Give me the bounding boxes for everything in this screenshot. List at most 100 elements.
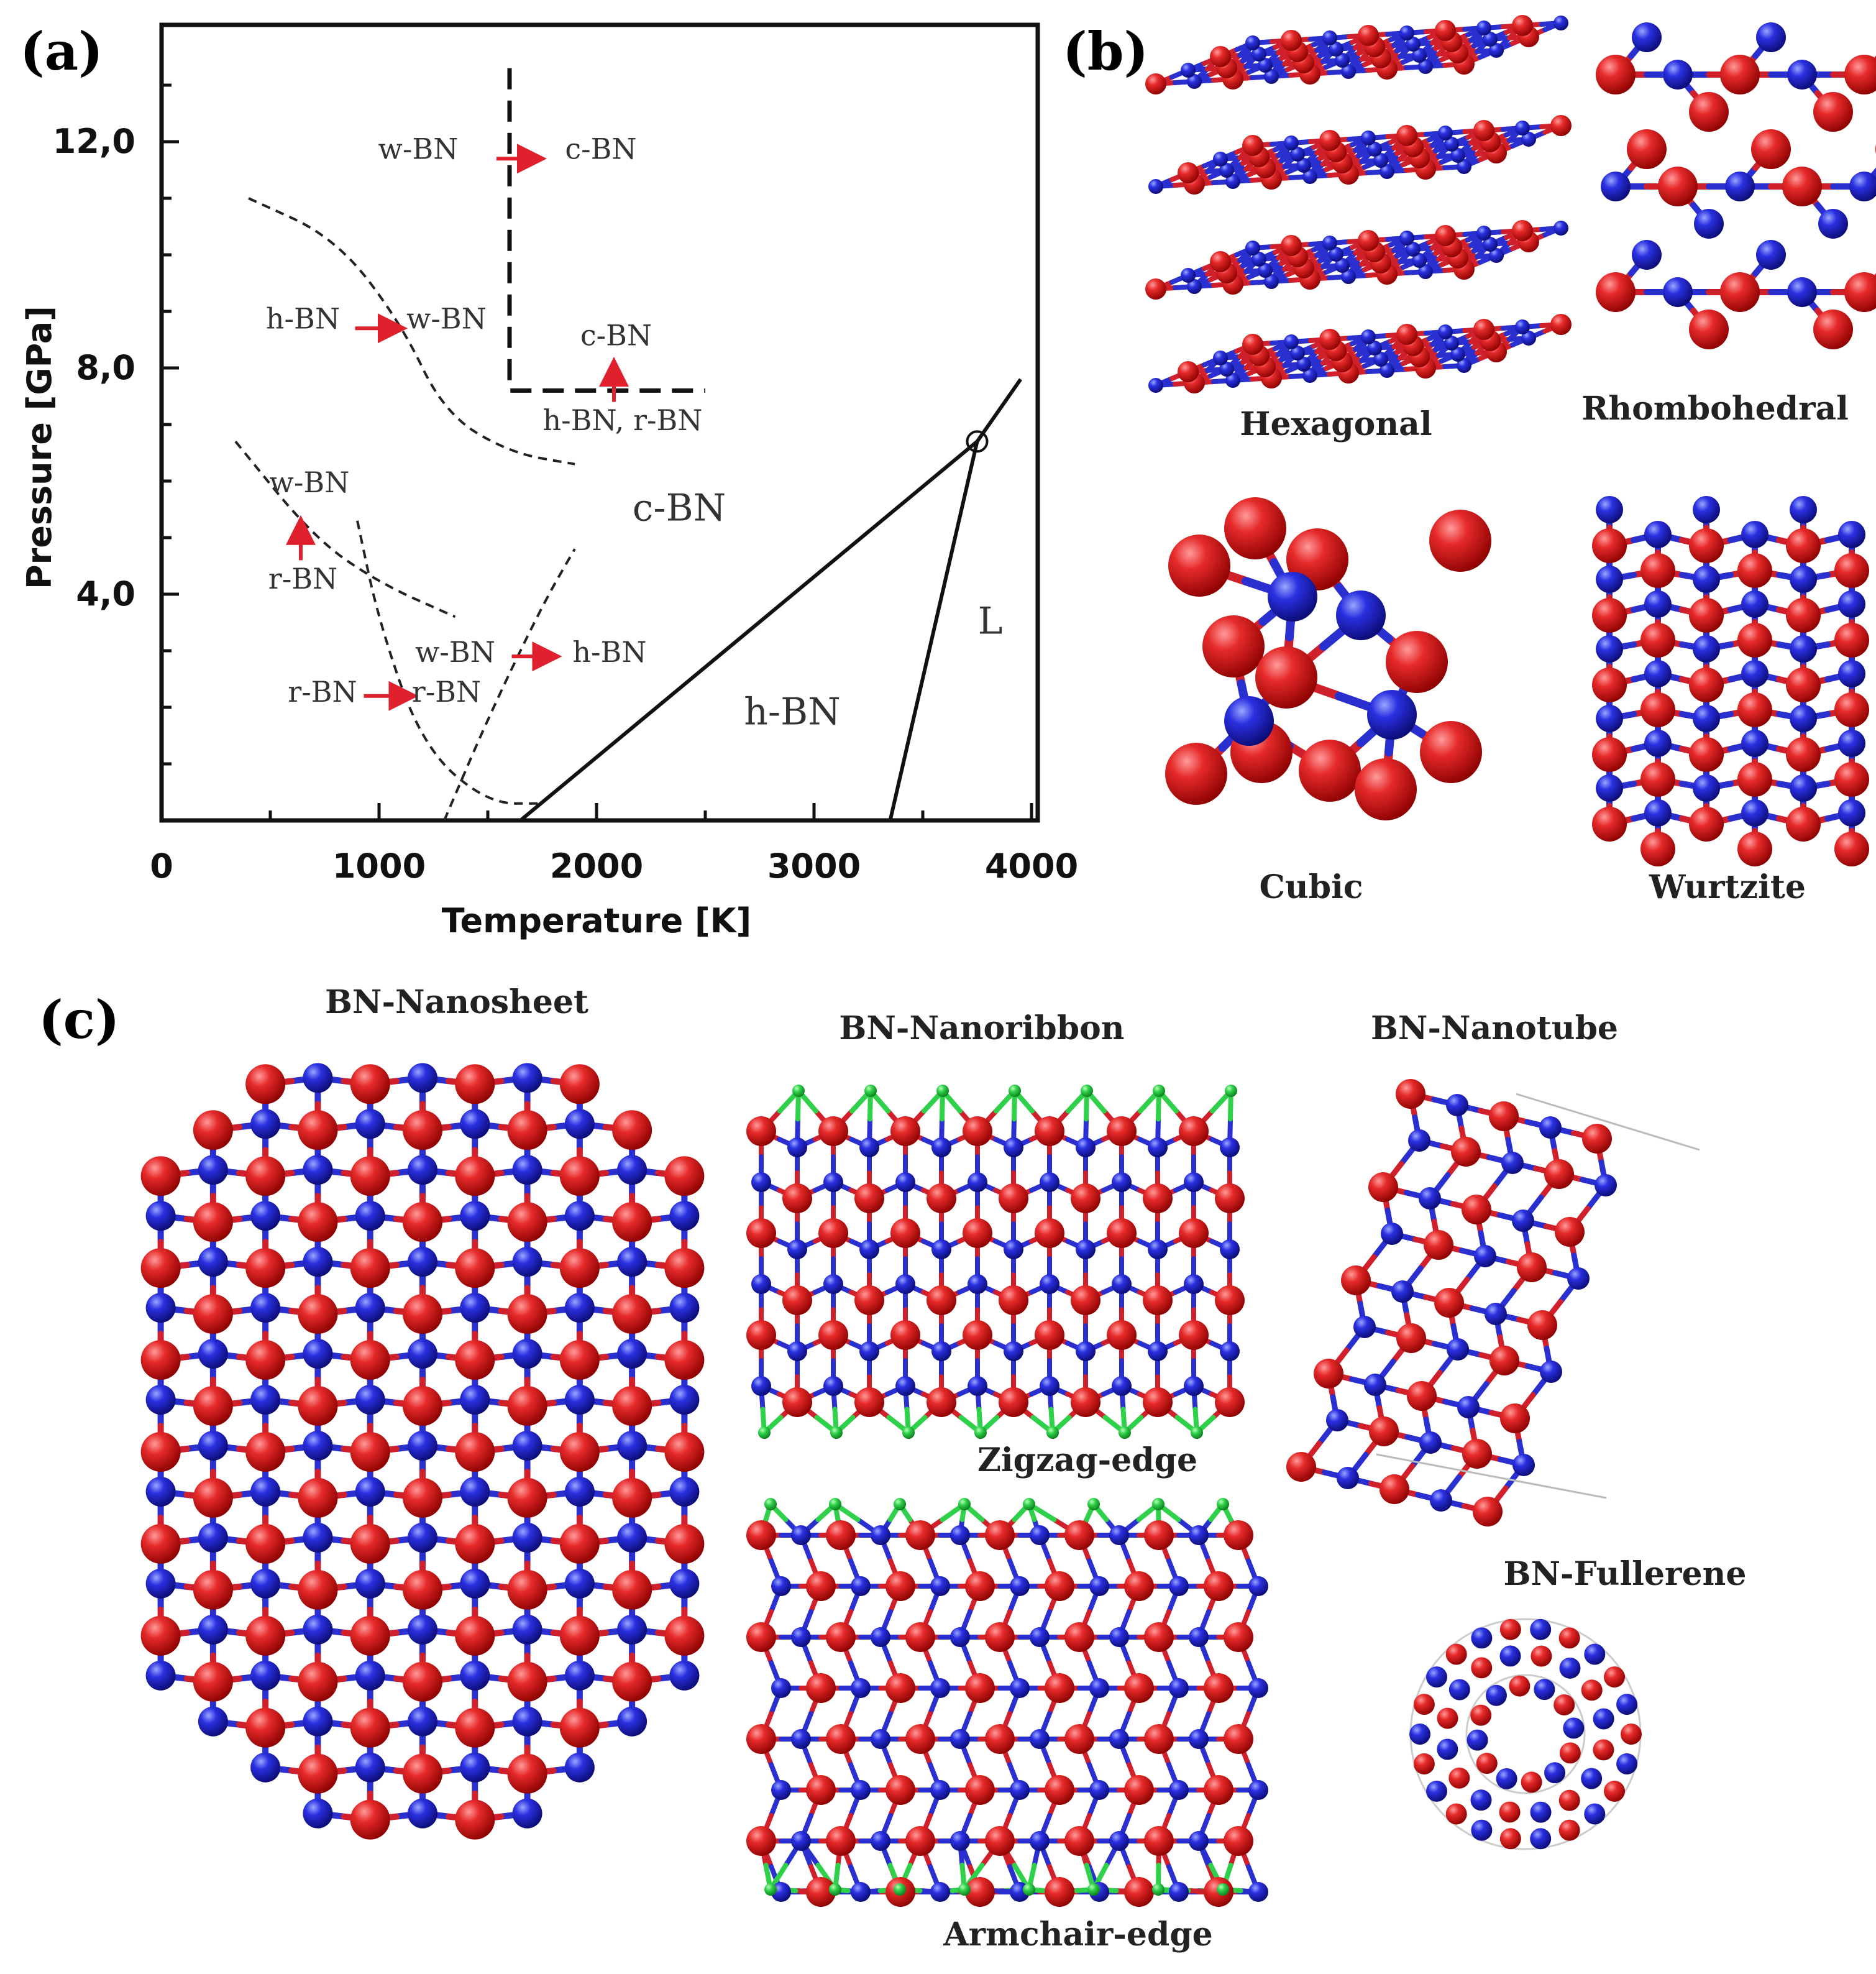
nitrogen-atom (403, 1661, 442, 1702)
nitrogen-atom (1124, 1877, 1154, 1907)
nitrogen-atom (612, 1386, 652, 1426)
nitrogen-atom (140, 1340, 181, 1380)
caption-rhombohedral: Rhombohedral (1581, 390, 1849, 428)
boron-atom (1109, 1627, 1129, 1647)
boron-atom (1418, 264, 1433, 279)
boron-atom (791, 1831, 811, 1851)
armchair-ribbon-structure (746, 1498, 1268, 1907)
phase-boundaries (234, 68, 1022, 822)
hydrogen-atom (1191, 1426, 1203, 1439)
boron-atom (303, 1247, 333, 1277)
boron-atom (669, 1476, 700, 1507)
nitrogen-atom (1369, 1416, 1399, 1446)
boron-atom (1515, 319, 1530, 334)
boron-atom (617, 1522, 647, 1553)
nitrogen-atom (1844, 55, 1876, 94)
nitrogen-atom (350, 1340, 390, 1380)
panel-a: (a) 0 1000 2000 3000 4000 12,0 8,0 4,0 w-BN c-BN… (20, 21, 1078, 940)
boron-atom (1419, 1187, 1441, 1210)
nitrogen-atom (1145, 73, 1166, 94)
boron-atom (1593, 1708, 1614, 1730)
nitrogen-atom (1500, 1403, 1530, 1433)
nitrogen-atom (999, 1387, 1028, 1417)
nitrogen-atom (1786, 807, 1821, 842)
boron-atom (1644, 799, 1672, 827)
nitrogen-atom (927, 1285, 956, 1315)
boron-atom (617, 1247, 647, 1277)
boron-atom (1169, 1780, 1189, 1800)
nitrogen-atom (455, 1799, 495, 1840)
boron-atom (950, 1525, 970, 1545)
nitrogen-atom (664, 1615, 705, 1656)
boron-atom (1391, 1280, 1414, 1303)
cubic-structure (1165, 497, 1491, 820)
boron-atom (895, 1274, 915, 1294)
nitrogen-atom (806, 1571, 836, 1601)
nitrogen-atom (1834, 692, 1869, 727)
nitrogen-atom (1255, 646, 1317, 709)
nitrogen-atom (1178, 162, 1199, 183)
boron-atom (1010, 1780, 1030, 1800)
phase-label: r-BN (412, 675, 482, 709)
boron-atom (895, 1172, 915, 1192)
nitrogen-atom (1737, 832, 1772, 866)
boron-atom (791, 1729, 811, 1749)
boron-atom (1448, 1679, 1470, 1701)
boron-atom (1248, 1882, 1268, 1902)
boron-atom (787, 1239, 807, 1259)
tube-outline (1376, 1453, 1607, 1499)
boron-atom (198, 1339, 228, 1369)
hydrogen-atom (830, 1426, 843, 1439)
nitrogen-atom (1558, 1789, 1580, 1811)
nitrogen-atom (559, 1156, 600, 1196)
boron-atom (930, 1882, 950, 1902)
nitrogen-atom (1168, 535, 1230, 597)
boron-atom (1444, 137, 1459, 152)
caption-fullerene: BN-Fullerene (1504, 1555, 1747, 1593)
boron-atom (564, 1201, 595, 1231)
boron-atom (1353, 1316, 1376, 1338)
nitrogen-atom (1179, 1320, 1209, 1350)
nanosheet-structure (140, 1063, 705, 1840)
boron-atom (1584, 1803, 1606, 1825)
nitrogen-atom (559, 1523, 600, 1564)
phase-label: w-BN (415, 635, 495, 669)
nitrogen-atom (1593, 1739, 1614, 1761)
panel-c-label: (c) (39, 989, 120, 1050)
boron-atom (617, 1155, 647, 1185)
boron-atom (355, 1476, 385, 1507)
y-axis-title: Pressure [GPa] (20, 306, 59, 589)
nitrogen-atom (1451, 1137, 1481, 1167)
boron-atom (791, 1525, 811, 1545)
boron-atom (1296, 357, 1311, 372)
boron-atom (1112, 1376, 1132, 1396)
nitrogen-atom (403, 1202, 442, 1242)
nitrogen-atom (507, 1477, 547, 1518)
boron-atom (355, 1660, 385, 1691)
phase-label: c-BN (633, 487, 726, 530)
nitrogen-atom (1512, 15, 1533, 36)
y-tick-label: 12,0 (53, 122, 135, 161)
boron-atom (617, 1431, 647, 1461)
nitrogen-atom (1413, 1753, 1435, 1774)
boron-atom (408, 1706, 437, 1737)
nitrogen-atom (350, 1156, 390, 1196)
hydrogen-atom (1119, 1426, 1131, 1439)
nitrogen-atom (826, 1520, 856, 1550)
hydrogen-atom (974, 1426, 987, 1439)
boron-atom (303, 1614, 333, 1645)
boron-atom (1109, 1525, 1129, 1545)
nitrogen-atom (1145, 278, 1166, 300)
nitrogen-atom (1596, 272, 1636, 312)
nitrogen-atom (403, 1569, 442, 1610)
boron-atom (1089, 1678, 1109, 1698)
boron-atom (1361, 131, 1376, 145)
nitrogen-atom (350, 1431, 390, 1472)
nitrogen-atom (507, 1569, 547, 1610)
boron-atom (1476, 226, 1491, 241)
nitrogen-atom (350, 1799, 390, 1840)
phase-label: h-BN (572, 635, 646, 669)
boron-atom (1076, 1137, 1096, 1157)
nitrogen-atom (806, 1775, 836, 1805)
boron-atom (1408, 1129, 1430, 1152)
